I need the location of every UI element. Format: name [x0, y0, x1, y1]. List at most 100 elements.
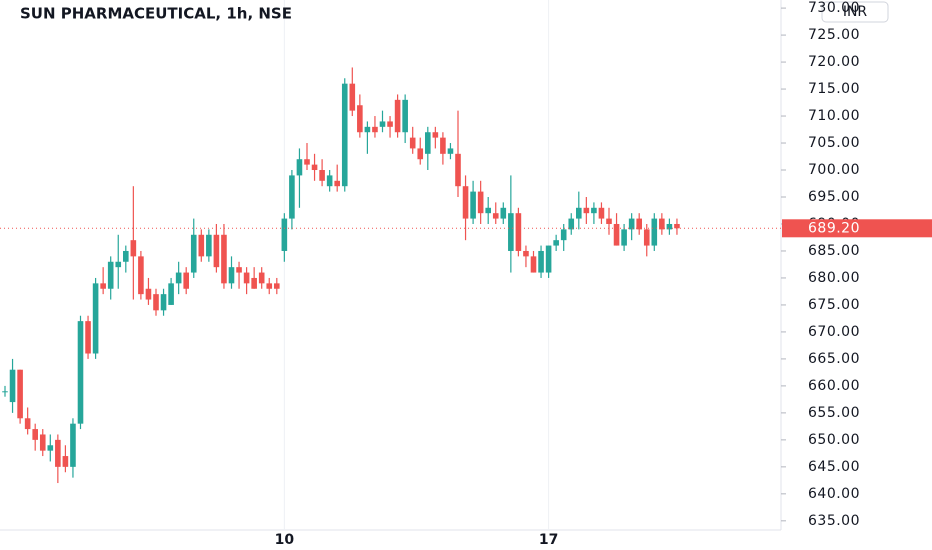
candle-body — [326, 175, 333, 187]
candle-body — [394, 99, 401, 133]
candle-body — [32, 429, 38, 440]
candle-body — [636, 218, 642, 230]
candle-body — [553, 240, 559, 246]
candle-body — [538, 250, 544, 273]
candle-body — [621, 229, 627, 246]
y-tick-label: 710.00 — [808, 108, 860, 124]
candle-body — [357, 105, 363, 133]
y-tick-label: 715.00 — [808, 81, 860, 97]
y-tick-label: 645.00 — [808, 459, 860, 475]
candle-body — [236, 267, 242, 273]
candle-body — [643, 229, 650, 246]
x-tick-label: 10 — [275, 532, 295, 548]
candle-body — [462, 186, 469, 219]
candle-body — [583, 207, 590, 214]
candle-body — [455, 153, 461, 187]
candle-body — [289, 175, 295, 219]
candle-body — [206, 234, 212, 257]
last-price-label: 689.20 — [808, 220, 860, 236]
y-tick-label: 725.00 — [808, 27, 860, 43]
candle-body — [274, 283, 280, 289]
candle-body — [515, 213, 522, 251]
candle-body — [402, 99, 408, 133]
candle-body — [372, 126, 378, 133]
y-tick-label: 640.00 — [808, 486, 860, 502]
y-tick-label: 675.00 — [808, 297, 860, 313]
candle-body — [304, 159, 310, 165]
y-tick-label: 680.00 — [808, 270, 860, 286]
candle-body — [92, 283, 99, 354]
candle-body — [591, 207, 597, 214]
y-tick-label: 655.00 — [808, 405, 860, 421]
candle-body — [341, 83, 348, 187]
candle-body — [160, 294, 167, 311]
candle-body — [311, 164, 318, 171]
candle-body — [190, 234, 197, 273]
candle-body — [228, 267, 235, 284]
candle-body — [470, 191, 476, 219]
candle-body — [55, 439, 61, 467]
y-tick-label: 705.00 — [808, 135, 860, 151]
candle-body — [432, 132, 439, 138]
candle-body — [606, 218, 612, 224]
candle-body — [545, 245, 552, 273]
candle-body — [523, 250, 529, 257]
candle-body — [281, 218, 288, 251]
y-tick-label: 670.00 — [808, 324, 860, 340]
last-price-box — [782, 219, 932, 238]
y-tick-label: 720.00 — [808, 54, 860, 70]
y-tick-label: 685.00 — [808, 243, 860, 259]
candle-body — [70, 423, 76, 467]
candle-body — [659, 218, 665, 230]
candle-body — [168, 283, 174, 305]
currency-label[interactable]: INR — [843, 4, 868, 20]
candle-body — [364, 126, 371, 133]
candle-body — [296, 159, 303, 176]
candle-body — [409, 137, 416, 149]
candle-body — [560, 229, 567, 241]
candle-body — [628, 218, 635, 230]
candle-body — [183, 272, 189, 289]
candle-body — [145, 288, 152, 300]
candle-body — [508, 213, 514, 251]
candle-body — [251, 277, 257, 289]
candle-body — [138, 256, 144, 295]
candle-body — [213, 234, 220, 268]
candle-body — [613, 223, 620, 246]
candle-body — [477, 191, 484, 214]
candle-body — [123, 250, 129, 262]
candle-body — [666, 223, 673, 230]
candle-body — [598, 207, 605, 219]
candle-body — [130, 240, 137, 257]
candle-body — [107, 261, 114, 289]
currency-badge[interactable] — [821, 1, 889, 23]
x-tick-label: 17 — [539, 532, 558, 548]
candle-body — [576, 207, 582, 219]
candle-body — [221, 234, 227, 284]
y-tick-label: 700.00 — [808, 162, 860, 178]
y-tick-label: 650.00 — [808, 432, 860, 448]
candle-body — [243, 272, 250, 284]
candle-body — [47, 445, 54, 451]
candle-body — [651, 218, 658, 246]
candle-body — [100, 283, 106, 289]
candle-body — [530, 256, 537, 273]
candle-body — [115, 261, 122, 268]
y-tick-label: 660.00 — [808, 378, 860, 394]
candle-body — [492, 213, 499, 219]
candle-body — [387, 121, 393, 127]
candle-body — [77, 321, 84, 424]
candle-body — [500, 207, 507, 219]
candle-body — [17, 369, 23, 419]
candle-body — [425, 132, 431, 154]
candle-body — [447, 148, 454, 154]
candle-body — [349, 83, 356, 111]
candle-body — [175, 272, 182, 284]
candle-body — [2, 391, 8, 393]
candle-body — [153, 294, 159, 311]
y-tick-label: 730.00 — [808, 0, 860, 16]
candle-body — [39, 434, 46, 451]
candle-body — [9, 369, 16, 403]
candle-body — [62, 456, 69, 467]
